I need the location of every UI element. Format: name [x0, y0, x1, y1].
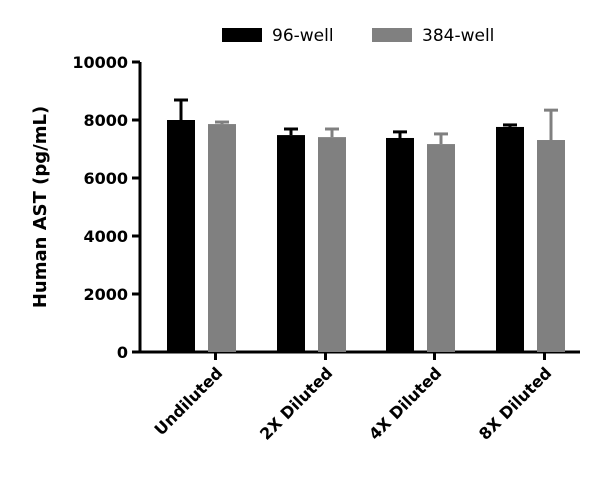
bar [537, 140, 565, 352]
bar [386, 137, 414, 352]
y-tick-label: 10000 [72, 53, 128, 72]
x-tick-label: Undiluted [151, 363, 227, 439]
y-tick-label: 4000 [83, 227, 128, 246]
y-axis-label: Human AST (pg/mL) [30, 106, 51, 308]
legend-label-96-well: 96-well [272, 26, 334, 46]
legend-swatch-384-well [372, 28, 412, 42]
bar [277, 135, 305, 352]
x-tick-label: 2X Diluted [256, 363, 336, 443]
bar [496, 126, 524, 353]
y-tick-label: 0 [117, 343, 128, 362]
y-tick-label: 6000 [83, 169, 128, 188]
legend: 96-well 384-well [222, 26, 494, 46]
bar [318, 137, 346, 352]
x-tick-label: 4X Diluted [365, 363, 445, 443]
bar [167, 120, 195, 352]
legend-swatch-96-well [222, 28, 262, 42]
y-tick-label: 2000 [83, 285, 128, 304]
x-tick-label: 8X Diluted [475, 363, 555, 443]
legend-label-384-well: 384-well [422, 26, 494, 46]
y-tick-label: 8000 [83, 111, 128, 130]
bar [208, 124, 236, 352]
bar [427, 144, 455, 352]
